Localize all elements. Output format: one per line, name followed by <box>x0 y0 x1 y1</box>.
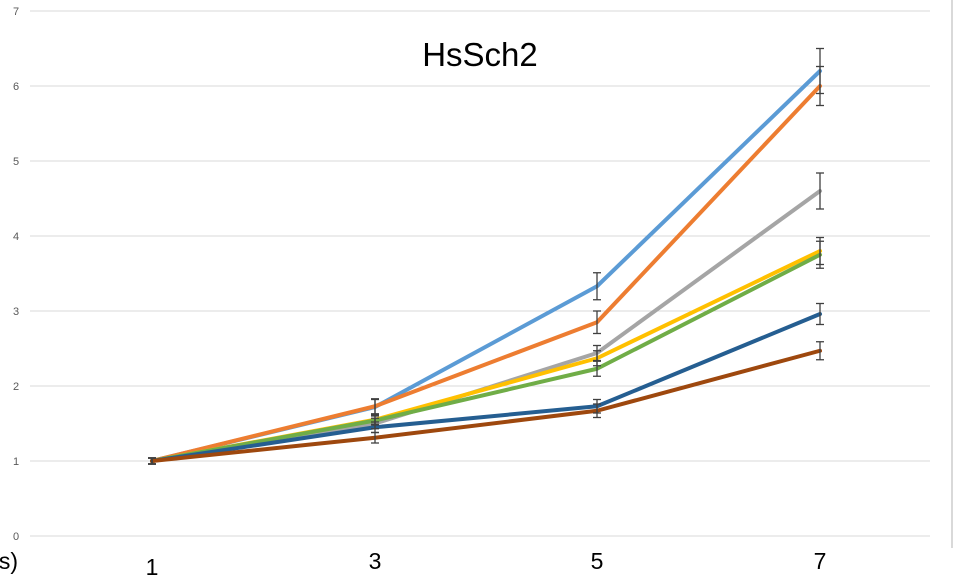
y-tick-label: 7 <box>13 6 19 18</box>
error-bar <box>593 310 601 335</box>
x-tick-label: 1 <box>146 554 159 577</box>
x-axis-ticks: 1 3 5 7 <box>146 548 827 577</box>
y-axis-ticks: 0 1 2 3 4 5 6 7 <box>13 6 19 543</box>
error-bar <box>816 341 824 361</box>
error-bar <box>816 65 824 107</box>
y-tick-label: 2 <box>13 381 19 393</box>
error-bar <box>816 172 824 210</box>
error-bars <box>148 47 824 465</box>
error-bar <box>148 457 156 465</box>
x-tick-label: 3 <box>369 548 382 574</box>
gridlines <box>30 10 930 537</box>
y-tick-label: 0 <box>13 531 19 543</box>
series-line-2 <box>150 84 822 463</box>
error-bar <box>593 360 601 377</box>
series-line-6 <box>150 312 822 463</box>
series-line-5 <box>150 252 822 463</box>
series-lines <box>150 69 822 463</box>
chart-title: HsSch2 <box>422 36 538 73</box>
series-line-7 <box>150 348 822 463</box>
y-tick-label: 1 <box>13 456 19 468</box>
error-bar <box>816 302 824 326</box>
y-tick-label: 5 <box>13 156 19 168</box>
y-tick-label: 6 <box>13 81 19 93</box>
x-tick-label: 5 <box>591 548 604 574</box>
y-tick-label: 4 <box>13 231 19 243</box>
error-bar <box>816 240 824 269</box>
x-axis-label-fragment: ys) <box>0 548 18 574</box>
error-bar <box>593 403 601 419</box>
y-tick-label: 3 <box>13 306 19 318</box>
error-bar <box>371 398 379 415</box>
series-line-3 <box>150 189 822 463</box>
x-tick-label: 7 <box>814 548 827 574</box>
error-bar <box>593 272 601 301</box>
error-bar <box>371 431 379 444</box>
